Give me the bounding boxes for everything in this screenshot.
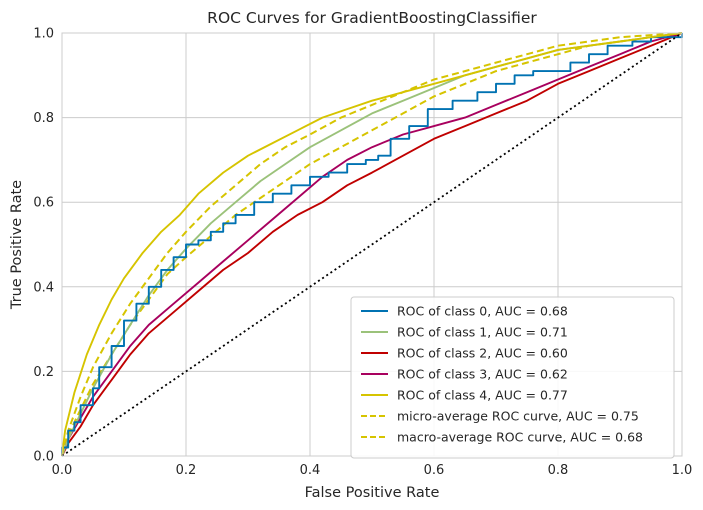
- roc-series-line: [61, 32, 683, 457]
- roc-series-line: [61, 32, 683, 457]
- y-tick-label: 0.4: [33, 280, 54, 295]
- roc-series-line: [61, 32, 683, 457]
- x-tick-label: 1.0: [672, 463, 693, 478]
- y-tick-label: 0.0: [33, 450, 54, 465]
- legend-entry-label: ROC of class 3, AUC = 0.62: [397, 367, 568, 382]
- x-tick-label: 0.2: [176, 463, 197, 478]
- y-tick-label: 0.6: [33, 196, 54, 211]
- x-tick-label: 0.4: [300, 463, 321, 478]
- y-axis-label: True Positive Rate: [9, 180, 25, 310]
- legend-entry-label: ROC of class 2, AUC = 0.60: [397, 346, 568, 361]
- roc-series-line: [61, 32, 683, 457]
- legend-box: [350, 296, 675, 459]
- roc-series-line: [61, 32, 683, 457]
- x-tick-label: 0.6: [424, 463, 445, 478]
- legend-entry-label: ROC of class 1, AUC = 0.71: [397, 325, 568, 340]
- y-tick-label: 0.2: [33, 365, 54, 380]
- x-tick-labels: 0.0 0.2 0.4 0.6 0.8 1.0: [52, 463, 693, 478]
- y-tick-label: 1.0: [33, 27, 54, 42]
- y-tick-labels: 0.0 0.2 0.4 0.6 0.8 1.0: [33, 27, 54, 465]
- roc-curves: [61, 32, 683, 457]
- x-axis-label: False Positive Rate: [305, 485, 440, 501]
- x-tick-label: 0.0: [52, 463, 73, 478]
- legend-entry-label: micro-average ROC curve, AUC = 0.75: [397, 409, 639, 424]
- legend: ROC of class 0, AUC = 0.68 ROC of class 1…: [350, 296, 675, 459]
- legend-entry-label: ROC of class 0, AUC = 0.68: [397, 304, 568, 319]
- legend-entry-label: ROC of class 4, AUC = 0.77: [397, 388, 568, 403]
- y-tick-label: 0.8: [33, 111, 54, 126]
- roc-series-line: [61, 33, 683, 456]
- legend-entry-label: macro-average ROC curve, AUC = 0.68: [397, 430, 643, 445]
- chart-title: ROC Curves for GradientBoostingClassifie…: [207, 9, 537, 27]
- x-tick-label: 0.8: [548, 463, 569, 478]
- reference-diagonal-line: [61, 32, 683, 457]
